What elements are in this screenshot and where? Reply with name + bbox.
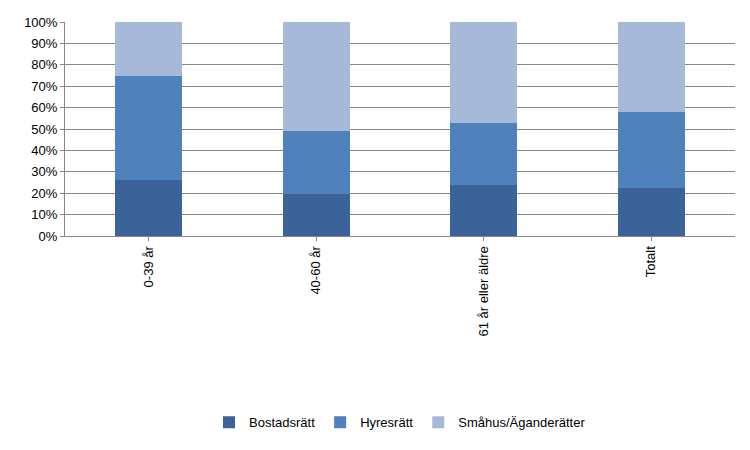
svg-text:10%: 10%	[31, 207, 57, 222]
svg-text:0-39 år: 0-39 år	[141, 246, 156, 288]
svg-text:61 år eller äldre: 61 år eller äldre	[476, 246, 491, 336]
svg-text:40-60 år: 40-60 år	[308, 246, 323, 295]
svg-text:90%: 90%	[31, 36, 57, 51]
svg-text:Bostadsrätt: Bostadsrätt	[249, 415, 315, 430]
svg-text:20%: 20%	[31, 186, 57, 201]
svg-text:60%: 60%	[31, 100, 57, 115]
svg-text:50%: 50%	[31, 122, 57, 137]
svg-text:0%: 0%	[39, 229, 58, 244]
svg-text:Hyresrätt: Hyresrätt	[360, 415, 413, 430]
svg-text:80%: 80%	[31, 57, 57, 72]
svg-text:40%: 40%	[31, 143, 57, 158]
svg-text:70%: 70%	[31, 79, 57, 94]
svg-text:Småhus/Äganderätter: Småhus/Äganderätter	[458, 415, 585, 430]
svg-text:30%: 30%	[31, 164, 57, 179]
svg-text:100%: 100%	[24, 15, 58, 30]
svg-text:Totalt: Totalt	[643, 246, 658, 277]
